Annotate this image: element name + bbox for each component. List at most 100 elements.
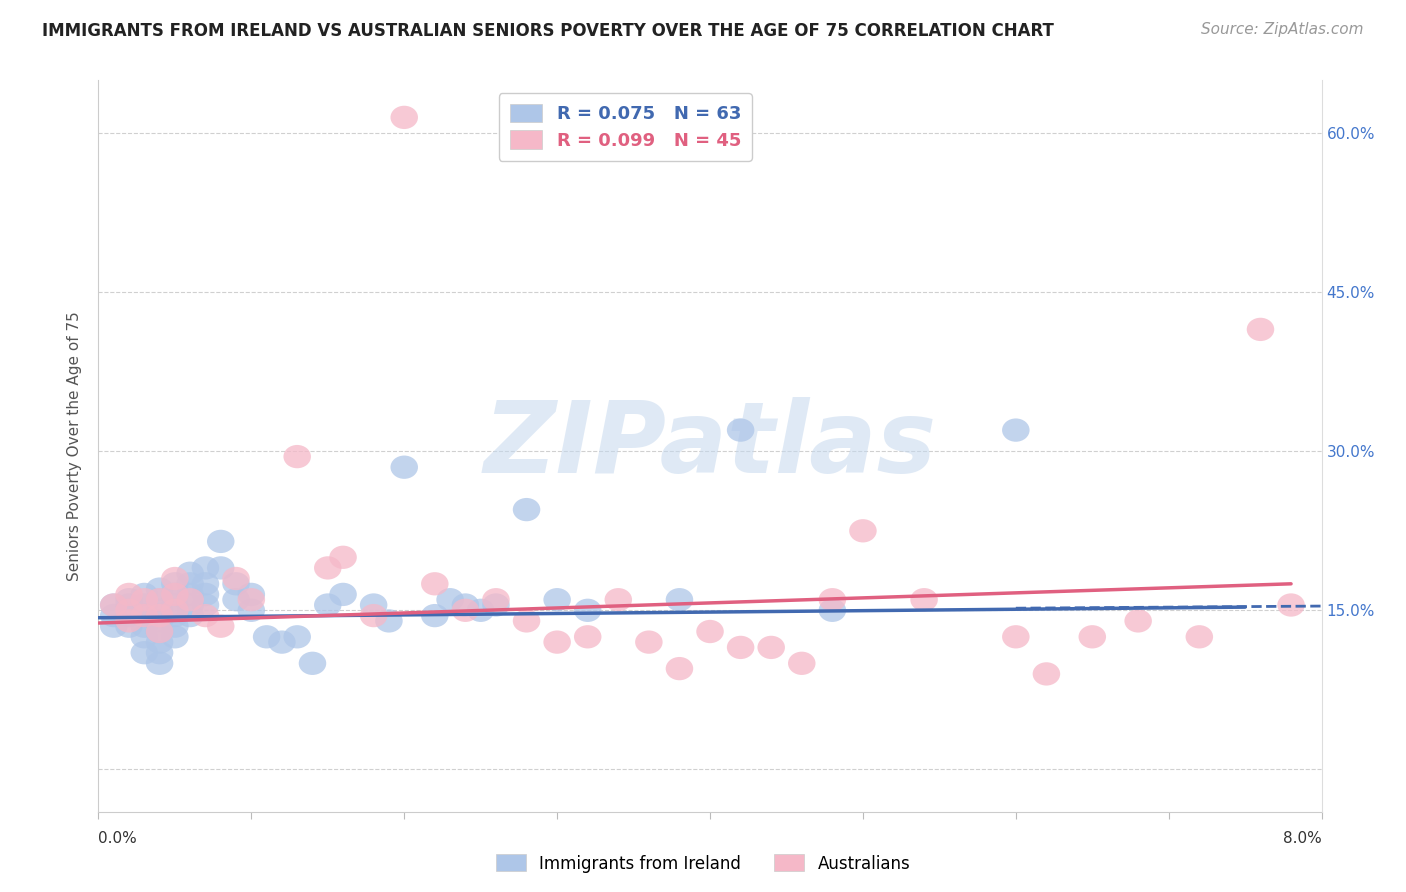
Ellipse shape bbox=[314, 593, 342, 616]
Ellipse shape bbox=[176, 593, 204, 616]
Ellipse shape bbox=[146, 588, 173, 611]
Ellipse shape bbox=[131, 604, 157, 627]
Ellipse shape bbox=[269, 631, 295, 654]
Ellipse shape bbox=[100, 604, 128, 627]
Ellipse shape bbox=[605, 588, 633, 611]
Ellipse shape bbox=[727, 418, 755, 442]
Ellipse shape bbox=[298, 652, 326, 675]
Ellipse shape bbox=[146, 620, 173, 643]
Ellipse shape bbox=[162, 599, 188, 622]
Ellipse shape bbox=[146, 620, 173, 643]
Legend: R = 0.075   N = 63, R = 0.099   N = 45: R = 0.075 N = 63, R = 0.099 N = 45 bbox=[499, 93, 752, 161]
Ellipse shape bbox=[146, 631, 173, 654]
Ellipse shape bbox=[115, 588, 143, 611]
Ellipse shape bbox=[115, 593, 143, 616]
Ellipse shape bbox=[207, 615, 235, 638]
Ellipse shape bbox=[436, 588, 464, 611]
Ellipse shape bbox=[176, 582, 204, 606]
Ellipse shape bbox=[451, 599, 479, 622]
Ellipse shape bbox=[238, 599, 266, 622]
Ellipse shape bbox=[207, 557, 235, 580]
Ellipse shape bbox=[665, 657, 693, 681]
Ellipse shape bbox=[222, 588, 250, 611]
Ellipse shape bbox=[131, 641, 157, 665]
Ellipse shape bbox=[146, 604, 173, 627]
Ellipse shape bbox=[696, 620, 724, 643]
Ellipse shape bbox=[910, 588, 938, 611]
Ellipse shape bbox=[176, 604, 204, 627]
Ellipse shape bbox=[131, 582, 157, 606]
Ellipse shape bbox=[176, 588, 204, 611]
Ellipse shape bbox=[191, 593, 219, 616]
Ellipse shape bbox=[146, 641, 173, 665]
Ellipse shape bbox=[191, 572, 219, 596]
Ellipse shape bbox=[329, 546, 357, 569]
Ellipse shape bbox=[375, 609, 402, 632]
Ellipse shape bbox=[115, 599, 143, 622]
Ellipse shape bbox=[849, 519, 877, 542]
Text: Source: ZipAtlas.com: Source: ZipAtlas.com bbox=[1201, 22, 1364, 37]
Ellipse shape bbox=[665, 588, 693, 611]
Ellipse shape bbox=[162, 625, 188, 648]
Ellipse shape bbox=[115, 582, 143, 606]
Ellipse shape bbox=[284, 625, 311, 648]
Ellipse shape bbox=[1277, 593, 1305, 616]
Ellipse shape bbox=[253, 625, 280, 648]
Ellipse shape bbox=[162, 566, 188, 591]
Ellipse shape bbox=[191, 582, 219, 606]
Ellipse shape bbox=[1078, 625, 1107, 648]
Ellipse shape bbox=[574, 625, 602, 648]
Ellipse shape bbox=[100, 593, 128, 616]
Y-axis label: Seniors Poverty Over the Age of 75: Seniors Poverty Over the Age of 75 bbox=[67, 311, 83, 581]
Ellipse shape bbox=[191, 604, 219, 627]
Ellipse shape bbox=[636, 631, 662, 654]
Ellipse shape bbox=[758, 636, 785, 659]
Ellipse shape bbox=[176, 562, 204, 585]
Legend: Immigrants from Ireland, Australians: Immigrants from Ireland, Australians bbox=[489, 847, 917, 880]
Ellipse shape bbox=[146, 588, 173, 611]
Ellipse shape bbox=[727, 636, 755, 659]
Text: ZIPatlas: ZIPatlas bbox=[484, 398, 936, 494]
Ellipse shape bbox=[146, 599, 173, 622]
Ellipse shape bbox=[162, 572, 188, 596]
Text: 0.0%: 0.0% bbox=[98, 830, 138, 846]
Ellipse shape bbox=[162, 615, 188, 638]
Ellipse shape bbox=[543, 631, 571, 654]
Ellipse shape bbox=[146, 577, 173, 601]
Ellipse shape bbox=[131, 588, 157, 611]
Ellipse shape bbox=[329, 582, 357, 606]
Ellipse shape bbox=[513, 609, 540, 632]
Ellipse shape bbox=[100, 593, 128, 616]
Ellipse shape bbox=[467, 599, 495, 622]
Ellipse shape bbox=[115, 609, 143, 632]
Ellipse shape bbox=[360, 593, 388, 616]
Ellipse shape bbox=[162, 582, 188, 606]
Ellipse shape bbox=[207, 530, 235, 553]
Ellipse shape bbox=[100, 615, 128, 638]
Ellipse shape bbox=[482, 593, 510, 616]
Ellipse shape bbox=[1002, 625, 1029, 648]
Ellipse shape bbox=[1185, 625, 1213, 648]
Ellipse shape bbox=[391, 456, 418, 479]
Ellipse shape bbox=[146, 652, 173, 675]
Ellipse shape bbox=[146, 609, 173, 632]
Ellipse shape bbox=[131, 625, 157, 648]
Ellipse shape bbox=[818, 599, 846, 622]
Ellipse shape bbox=[391, 106, 418, 129]
Ellipse shape bbox=[222, 572, 250, 596]
Ellipse shape bbox=[1247, 318, 1274, 341]
Text: IMMIGRANTS FROM IRELAND VS AUSTRALIAN SENIORS POVERTY OVER THE AGE OF 75 CORRELA: IMMIGRANTS FROM IRELAND VS AUSTRALIAN SE… bbox=[42, 22, 1054, 40]
Ellipse shape bbox=[420, 604, 449, 627]
Ellipse shape bbox=[420, 572, 449, 596]
Ellipse shape bbox=[162, 593, 188, 616]
Ellipse shape bbox=[176, 572, 204, 596]
Ellipse shape bbox=[162, 582, 188, 606]
Ellipse shape bbox=[1002, 418, 1029, 442]
Ellipse shape bbox=[574, 599, 602, 622]
Ellipse shape bbox=[360, 604, 388, 627]
Ellipse shape bbox=[1125, 609, 1152, 632]
Ellipse shape bbox=[238, 588, 266, 611]
Ellipse shape bbox=[543, 588, 571, 611]
Ellipse shape bbox=[818, 588, 846, 611]
Text: 8.0%: 8.0% bbox=[1282, 830, 1322, 846]
